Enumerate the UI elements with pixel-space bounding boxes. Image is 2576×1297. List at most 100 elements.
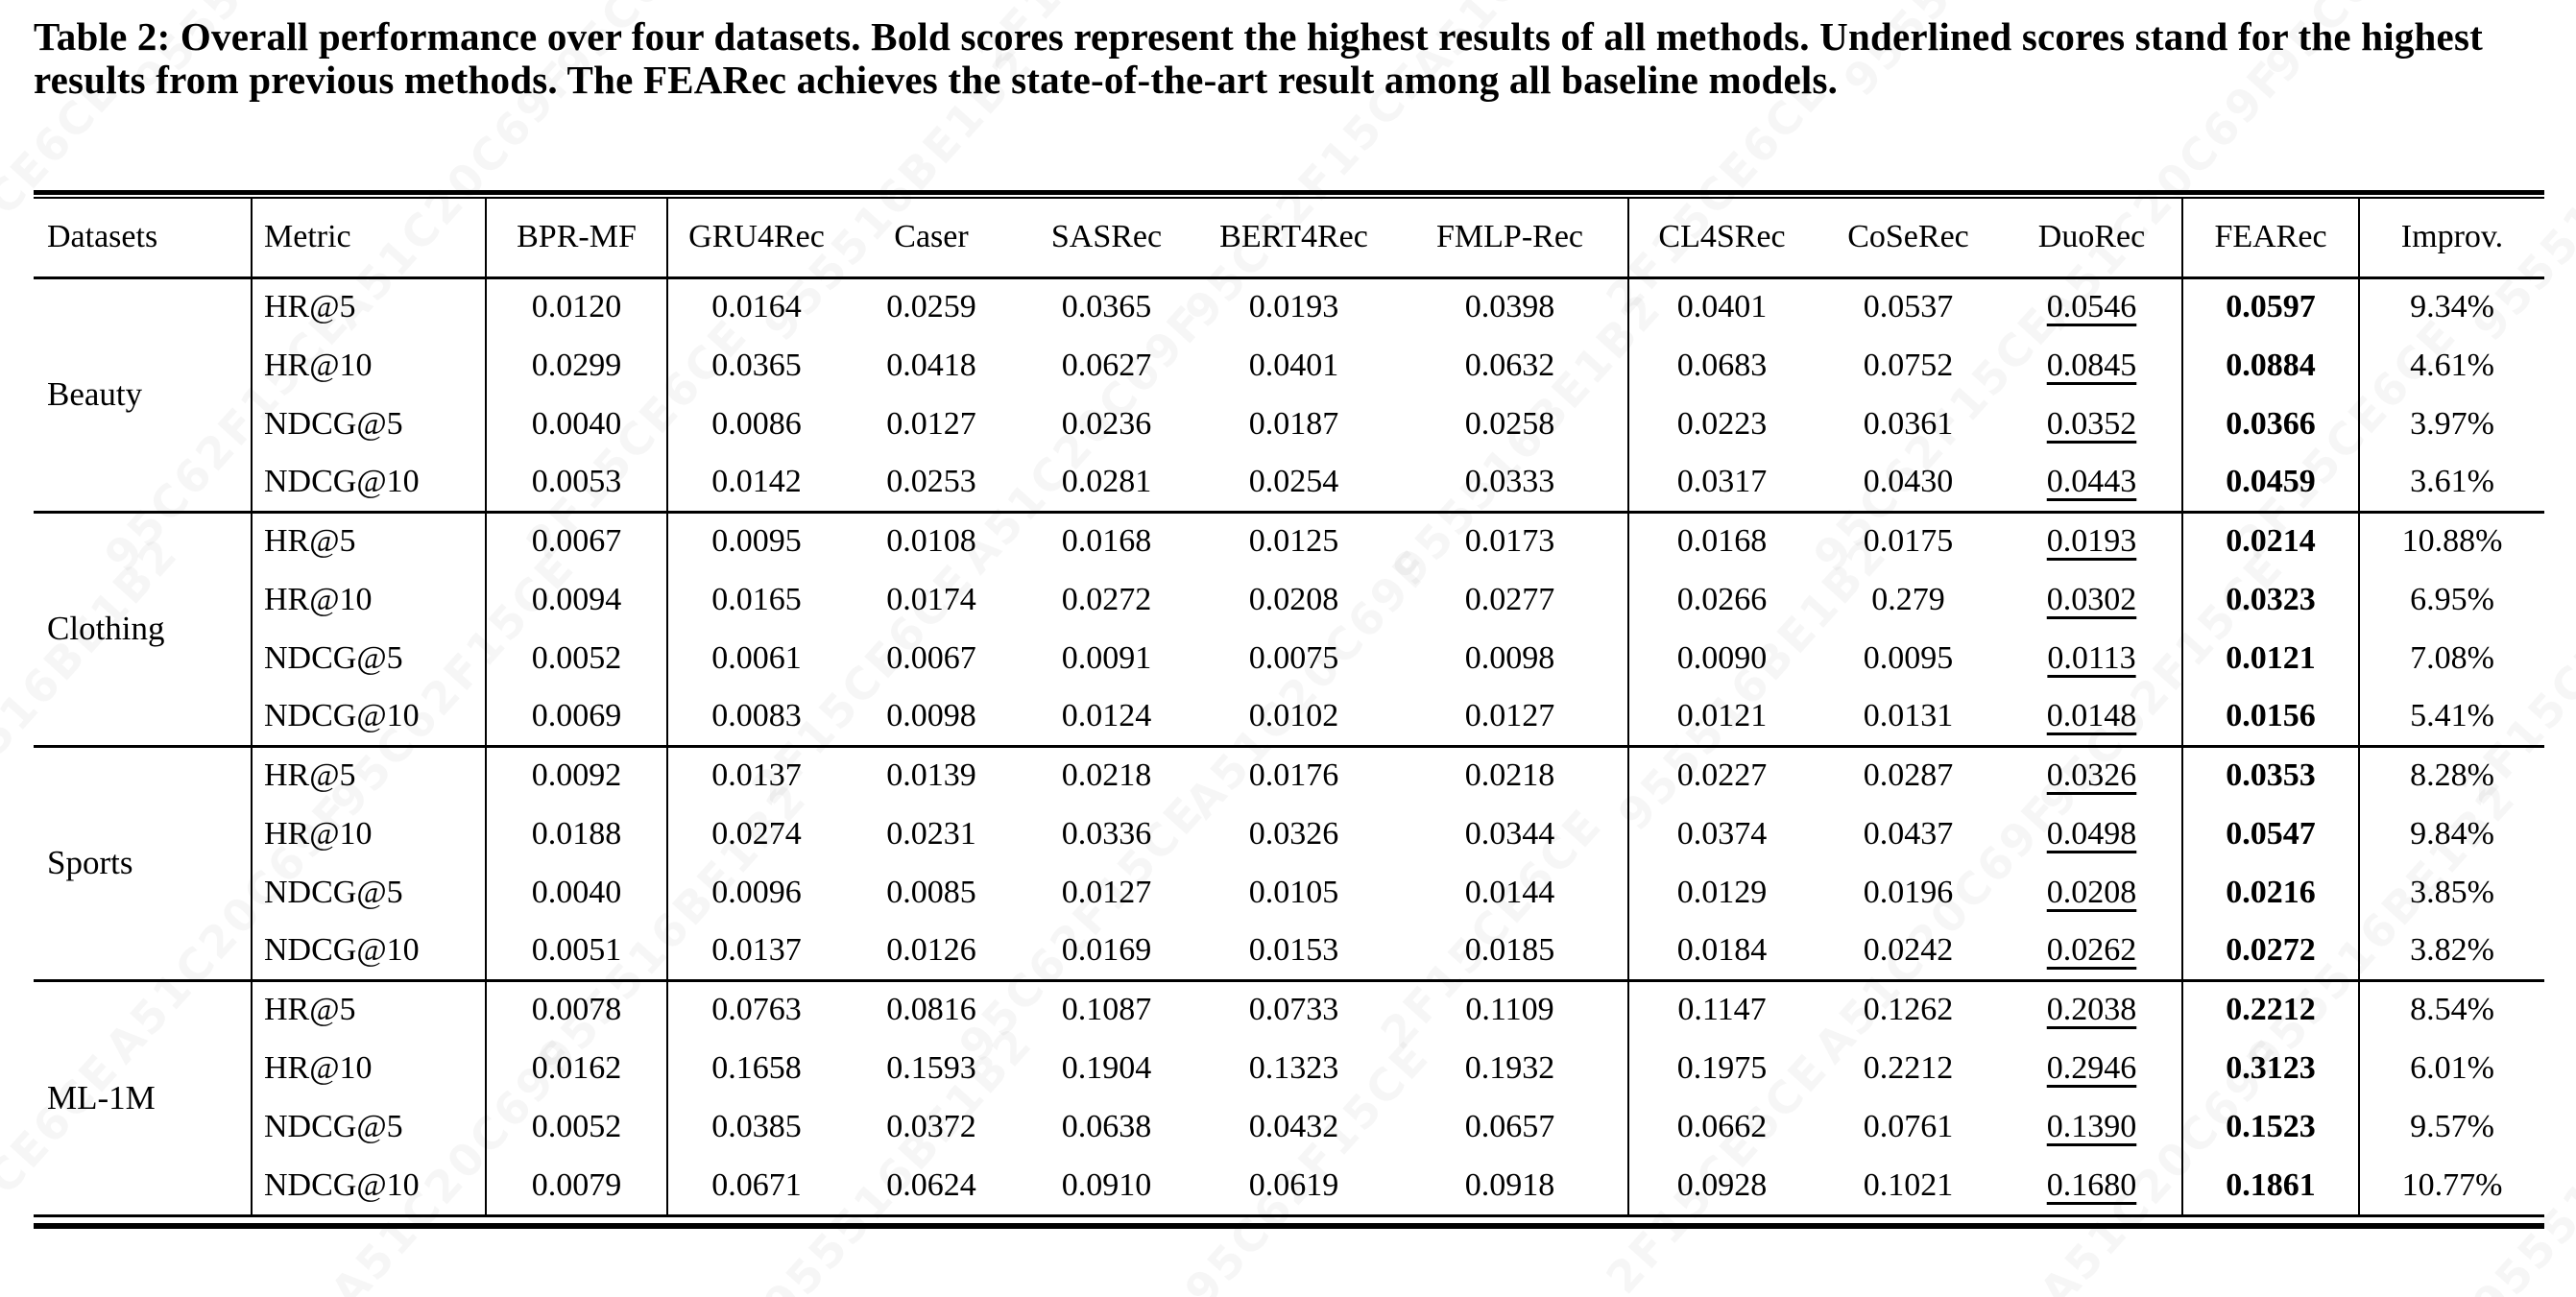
improvement-cell: 10.77% <box>2401 1166 2503 1203</box>
value-cell: 0.2212 <box>2182 978 2360 1040</box>
value-cell: 0.0372 <box>886 1108 976 1144</box>
improvement-cell: 9.84% <box>2410 815 2494 852</box>
metric-label: HR@5 <box>252 744 487 805</box>
value-cell: 0.0124 <box>1061 697 1152 733</box>
table-row: Clothing HR@5 0.0067 0.0095 0.0108 0.0168 0.01… <box>34 510 2544 747</box>
value-cell: 0.0193 <box>1248 289 1339 325</box>
improvement-cell: 3.85% <box>2410 874 2494 910</box>
value-cell: 0.0156 <box>2182 687 2360 747</box>
value-cell: 0.0079 <box>486 1156 668 1215</box>
table-row: NDCG@5 0.0052 0.0385 0.0372 0.0638 0.0432 0.06… <box>34 1097 2544 1157</box>
metric-label: NDCG@10 <box>252 687 487 747</box>
dataset-name: Beauty <box>34 277 253 513</box>
value-cell: 0.1593 <box>886 1049 976 1086</box>
improvement-cell: 10.88% <box>2359 510 2544 571</box>
value-cell: 0.0302 <box>2002 570 2183 630</box>
value-cell: 0.0845 <box>2002 336 2183 396</box>
value-cell: 0.0227 <box>1628 744 1815 805</box>
metric-label: NDCG@10 <box>252 1156 487 1215</box>
value-cell: 0.0083 <box>711 697 802 733</box>
value-cell: 0.0095 <box>667 510 845 571</box>
dataset-name: ML-1M <box>34 978 253 1215</box>
value-cell: 0.0254 <box>1248 463 1339 499</box>
value-cell: 0.0366 <box>2182 395 2360 454</box>
value-cell: 0.0683 <box>1676 347 1768 383</box>
improvement-cell: 3.82% <box>2410 931 2494 968</box>
metric-label: NDCG@10 <box>252 453 487 513</box>
metric-label: HR@5 <box>252 510 487 571</box>
value-cell: 0.2038 <box>2002 978 2183 1040</box>
value-cell: 0.0223 <box>1676 405 1768 442</box>
value-cell: 0.0148 <box>2002 687 2183 747</box>
value-cell: 0.0365 <box>711 347 802 383</box>
improvement-cell: 6.95% <box>2410 581 2494 617</box>
table-row: Sports HR@5 0.0092 0.0137 0.0139 0.0218 0.0176… <box>34 744 2544 981</box>
metric-label: NDCG@5 <box>252 629 487 688</box>
table-row: HR@10 0.0299 0.0365 0.0418 0.0627 0.0401 0.063… <box>34 336 2544 396</box>
metric-label: HR@5 <box>252 978 487 1040</box>
value-cell: 0.0162 <box>486 1039 668 1098</box>
value-cell: 0.2212 <box>1863 1049 1954 1086</box>
value-cell: 0.0597 <box>2182 277 2360 337</box>
value-cell: 0.0365 <box>1061 289 1152 325</box>
value-cell: 0.0184 <box>1676 931 1768 968</box>
value-cell: 0.0323 <box>2182 570 2360 630</box>
value-cell: 0.0092 <box>486 744 668 805</box>
value-cell: 0.0401 <box>1676 289 1768 325</box>
value-cell: 0.0187 <box>1248 405 1339 442</box>
value-cell: 0.0547 <box>2182 805 2360 864</box>
table-row: HR@10 0.0094 0.0165 0.0174 0.0272 0.0208 0.027… <box>34 570 2544 630</box>
value-cell: 0.1975 <box>1676 1049 1768 1086</box>
value-cell: 0.0353 <box>2182 744 2360 805</box>
value-cell: 0.0085 <box>886 874 976 910</box>
col-header-cl4srec: CL4SRec <box>1628 199 1815 279</box>
value-cell: 0.0218 <box>1018 744 1195 805</box>
value-cell: 0.0127 <box>886 405 976 442</box>
performance-table-wrap: Datasets Metric BPR-MF GRU4Rec Caser SAS… <box>34 190 2544 1230</box>
col-header-fmlprec: FMLP-Rec <box>1392 199 1629 279</box>
value-cell: 0.279 <box>1871 581 1945 617</box>
value-cell: 0.0385 <box>711 1108 802 1144</box>
improvement-cell: 3.97% <box>2410 405 2494 442</box>
value-cell: 0.0095 <box>1863 639 1954 676</box>
value-cell: 0.0121 <box>1676 697 1768 733</box>
value-cell: 0.0216 <box>2182 863 2360 923</box>
col-header-improv: Improv. <box>2359 199 2544 279</box>
header-row: Datasets Metric BPR-MF GRU4Rec Caser SAS… <box>34 199 2544 279</box>
value-cell: 0.0139 <box>845 744 1018 805</box>
value-cell: 0.0266 <box>1676 581 1768 617</box>
value-cell: 0.0928 <box>1676 1166 1768 1203</box>
table-row: NDCG@5 0.0040 0.0086 0.0127 0.0236 0.0187 0.02… <box>34 395 2544 454</box>
value-cell: 0.0398 <box>1392 277 1629 337</box>
value-cell: 0.0153 <box>1248 931 1339 968</box>
value-cell: 0.0208 <box>2002 863 2183 923</box>
value-cell: 0.0236 <box>1061 405 1152 442</box>
value-cell: 0.3123 <box>2182 1039 2360 1098</box>
value-cell: 0.1147 <box>1628 978 1815 1040</box>
col-header-gru4rec: GRU4Rec <box>667 199 845 279</box>
improvement-cell: 4.61% <box>2410 347 2494 383</box>
paper-page: Table 2: Overall performance over four d… <box>34 14 2544 1230</box>
value-cell: 0.0052 <box>486 629 668 688</box>
value-cell: 0.0299 <box>486 336 668 396</box>
value-cell: 0.0272 <box>1061 581 1152 617</box>
col-header-caser: Caser <box>845 199 1018 279</box>
value-cell: 0.0638 <box>1061 1108 1152 1144</box>
value-cell: 0.0098 <box>1392 629 1629 688</box>
col-header-fearec: FEARec <box>2182 199 2360 279</box>
value-cell: 0.0437 <box>1863 815 1954 852</box>
value-cell: 0.0231 <box>886 815 976 852</box>
value-cell: 0.1262 <box>1815 978 2002 1040</box>
value-cell: 0.0918 <box>1392 1156 1629 1215</box>
value-cell: 0.0761 <box>1863 1108 1954 1144</box>
value-cell: 0.0537 <box>1863 289 1954 325</box>
table-bottom-rule <box>34 1214 2544 1230</box>
col-header-metric: Metric <box>252 199 487 279</box>
value-cell: 0.0120 <box>486 277 668 337</box>
value-cell: 0.0053 <box>486 453 668 513</box>
value-cell: 0.0253 <box>886 463 976 499</box>
value-cell: 0.0131 <box>1863 697 1954 733</box>
value-cell: 0.0430 <box>1863 463 1954 499</box>
metric-label: NDCG@10 <box>252 922 487 981</box>
value-cell: 0.0105 <box>1248 874 1339 910</box>
